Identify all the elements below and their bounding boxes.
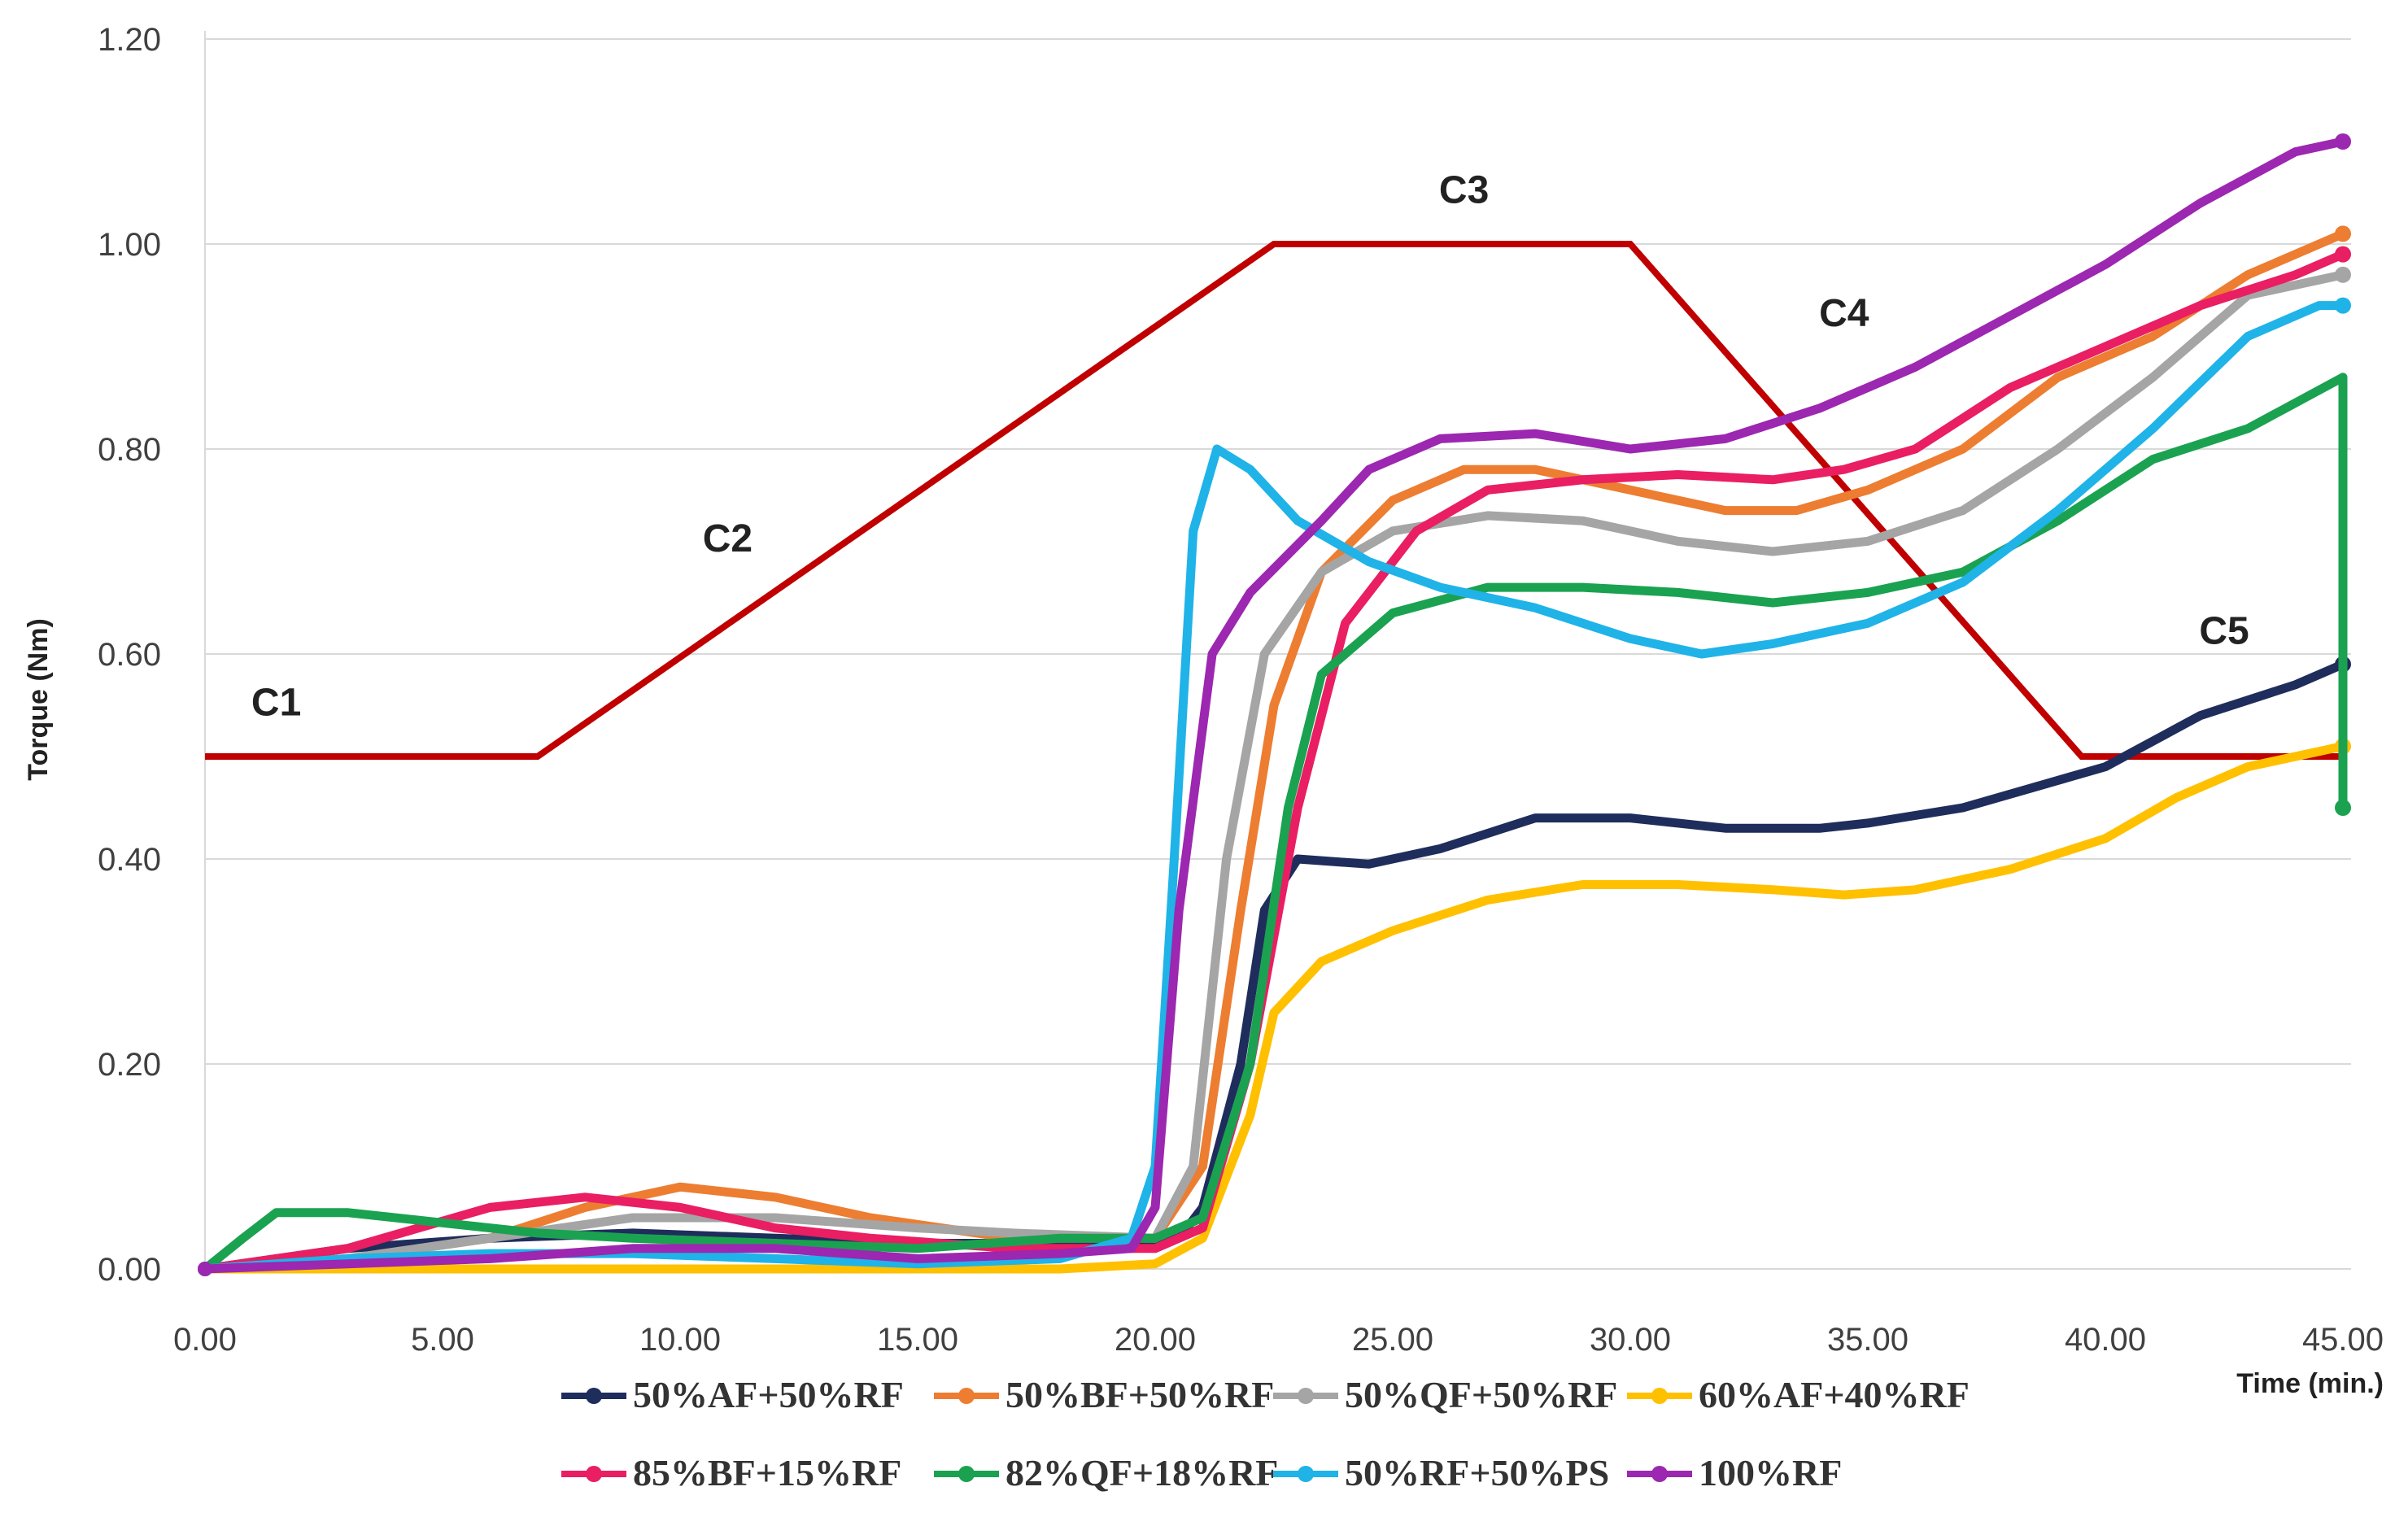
x-tick-label: 45.00 [2302, 1322, 2384, 1358]
legend-item: 50%QF+50%RF [1273, 1374, 1617, 1415]
series-line [200, 741, 2348, 1274]
x-tick-label: 0.00 [173, 1322, 237, 1358]
series-line [200, 301, 2348, 1274]
legend-swatch-marker [586, 1466, 602, 1482]
legend-item: 82%QF+18%RF [934, 1452, 1278, 1493]
tick-labels: 0.00 0.20 0.40 0.60 0.80 1.00 1.20 0.00 5.00 10.0… [98, 22, 2384, 1358]
legend-label: 50%BF+50%RF [1006, 1374, 1274, 1415]
phase-labels: C1 C2 C3 C4 C5 [251, 169, 2249, 725]
y-tick-label: 1.00 [98, 227, 161, 263]
series-layer [198, 133, 2351, 1276]
x-tick-label: 30.00 [1590, 1322, 1671, 1358]
series-end-point [2335, 133, 2351, 150]
legend-swatch-marker [1298, 1466, 1314, 1482]
legend-item: 50%AF+50%RF [561, 1374, 904, 1415]
y-tick-label: 0.20 [98, 1047, 161, 1083]
legend-label: 50%RF+50%PS [1345, 1452, 1609, 1493]
legend-item: 60%AF+40%RF [1627, 1374, 1970, 1415]
phase-label-c4: C4 [1819, 292, 1869, 335]
y-tick-label: 1.20 [98, 22, 161, 58]
legend-item: 100%RF [1627, 1452, 1842, 1493]
x-tick-label: 20.00 [1115, 1322, 1196, 1358]
x-tick-label: 35.00 [1827, 1322, 1909, 1358]
legend-swatch-marker [1651, 1466, 1668, 1482]
legend-item: 85%BF+15%RF [561, 1452, 901, 1493]
x-tick-label: 40.00 [2065, 1322, 2146, 1358]
y-tick-label: 0.80 [98, 432, 161, 468]
x-tick-label: 5.00 [411, 1322, 474, 1358]
legend-swatch-marker [958, 1466, 975, 1482]
legend-label: 50%AF+50%RF [633, 1374, 904, 1415]
legend: 50%AF+50%RF 50%BF+50%RF 50%QF+50%RF 60%AF+4… [561, 1374, 1970, 1493]
y-axis-title: Torque (Nm) [23, 618, 54, 781]
legend-swatch-marker [1651, 1388, 1668, 1404]
series-end-point [2335, 266, 2351, 283]
legend-label: 82%QF+18%RF [1006, 1452, 1278, 1493]
legend-label: 50%QF+50%RF [1345, 1374, 1617, 1415]
x-axis-title: Time (min.) [2236, 1368, 2384, 1399]
series-8 [198, 133, 2351, 1276]
phase-label-c1: C1 [251, 682, 301, 725]
y-tick-label: 0.60 [98, 637, 161, 673]
y-tick-label: 0.00 [98, 1252, 161, 1288]
legend-swatch-marker [586, 1388, 602, 1404]
legend-label: 60%AF+40%RF [1699, 1374, 1970, 1415]
legend-swatch-marker [1298, 1388, 1314, 1404]
phase-label-c5: C5 [2199, 609, 2249, 652]
x-tick-label: 25.00 [1352, 1322, 1433, 1358]
series-line [200, 137, 2348, 1274]
phase-label-c2: C2 [703, 517, 752, 560]
legend-swatch-marker [958, 1388, 975, 1404]
legend-label: 85%BF+15%RF [633, 1452, 901, 1493]
x-tick-label: 10.00 [639, 1322, 721, 1358]
phase-label-c3: C3 [1439, 169, 1489, 212]
series-end-point [2335, 246, 2351, 263]
x-tick-label: 15.00 [877, 1322, 958, 1358]
y-tick-label: 0.40 [98, 842, 161, 878]
series-start-point [198, 1262, 212, 1276]
series-line [200, 250, 2348, 1274]
series-line [200, 660, 2348, 1274]
series-end-point [2335, 297, 2351, 314]
legend-item: 50%RF+50%PS [1273, 1452, 1609, 1493]
legend-item: 50%BF+50%RF [934, 1374, 1274, 1415]
series-end-point [2335, 225, 2351, 242]
legend-label: 100%RF [1699, 1452, 1842, 1493]
series-end-point [2335, 800, 2351, 816]
